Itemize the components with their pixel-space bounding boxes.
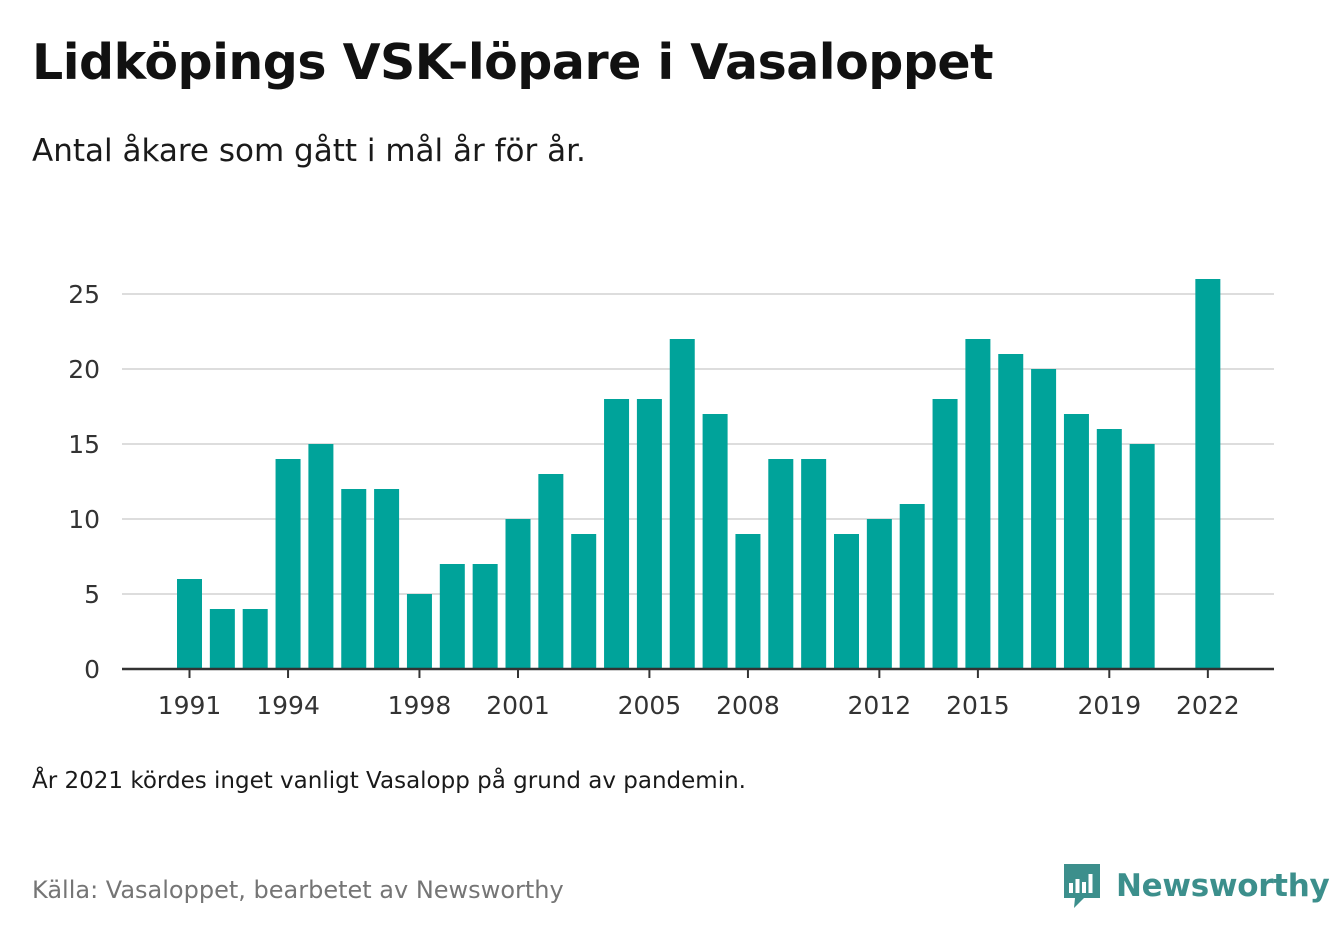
bar-2010 [801, 459, 827, 669]
bar-1991 [177, 579, 202, 669]
newsworthy-logo-icon [1064, 864, 1100, 908]
bar-2004 [604, 399, 630, 669]
bar-2011 [834, 534, 859, 669]
bar-2013 [899, 504, 925, 669]
bar-1993 [242, 609, 268, 669]
bar-2007 [702, 414, 728, 669]
bar-2000 [472, 564, 498, 669]
bar-1998 [406, 594, 432, 669]
bar-2005 [636, 399, 662, 669]
bar-1995 [308, 444, 334, 669]
x-tick-label: 2008 [716, 691, 780, 720]
bar-2022 [1195, 279, 1221, 669]
bar-2020 [1129, 444, 1155, 669]
bar-1996 [341, 489, 367, 669]
bar-2019 [1096, 429, 1122, 669]
bars [177, 279, 1221, 669]
x-tick-label: 2001 [486, 691, 550, 720]
x-tick-label: 2012 [848, 691, 912, 720]
bar-2017 [1031, 369, 1057, 669]
bar-2008 [735, 534, 761, 669]
chart-note: År 2021 kördes inget vanligt Vasalopp på… [32, 768, 746, 794]
bar-2001 [505, 519, 531, 669]
y-tick-label: 25 [68, 280, 100, 309]
y-tick-label: 0 [84, 655, 100, 684]
y-tick-label: 20 [68, 355, 100, 384]
bar-2018 [1063, 414, 1089, 669]
bar-1997 [374, 489, 400, 669]
bar-2014 [932, 399, 958, 669]
brand-name: Newsworthy [1116, 868, 1330, 904]
bar-2016 [998, 354, 1024, 669]
bar-2002 [538, 474, 564, 669]
x-tick-label: 1991 [158, 691, 222, 720]
x-tick-label: 2022 [1176, 691, 1240, 720]
x-tick-label: 2005 [618, 691, 682, 720]
bar-1992 [209, 609, 235, 669]
bar-2003 [571, 534, 597, 669]
x-tick-label: 1998 [388, 691, 452, 720]
y-tick-label: 10 [68, 505, 100, 534]
x-tick-label: 2015 [946, 691, 1010, 720]
y-tick-label: 5 [84, 580, 100, 609]
chart-subtitle: Antal åkare som gått i mål år för år. [32, 133, 586, 169]
source-credit: Källa: Vasaloppet, bearbetet av Newswort… [32, 876, 564, 904]
chart-title: Lidköpings VSK-löpare i Vasaloppet [32, 34, 994, 91]
bar-2015 [965, 339, 991, 669]
y-tick-label: 15 [68, 430, 100, 459]
bar-2009 [768, 459, 794, 669]
bar-chart: 0 5 10 15 20 25 1991 1994 1998 2001 2005 2008 2012 20… [68, 279, 1274, 720]
bar-1994 [275, 459, 301, 669]
x-tick-label: 2019 [1077, 691, 1141, 720]
bar-1999 [439, 564, 465, 669]
x-tick-label: 1994 [256, 691, 320, 720]
brand-logo: Newsworthy [1062, 862, 1330, 910]
bar-2012 [866, 519, 892, 669]
axes: 0 5 10 15 20 25 1991 1994 1998 2001 2005 2008 2012 20… [68, 280, 1274, 720]
bar-2006 [669, 339, 695, 669]
